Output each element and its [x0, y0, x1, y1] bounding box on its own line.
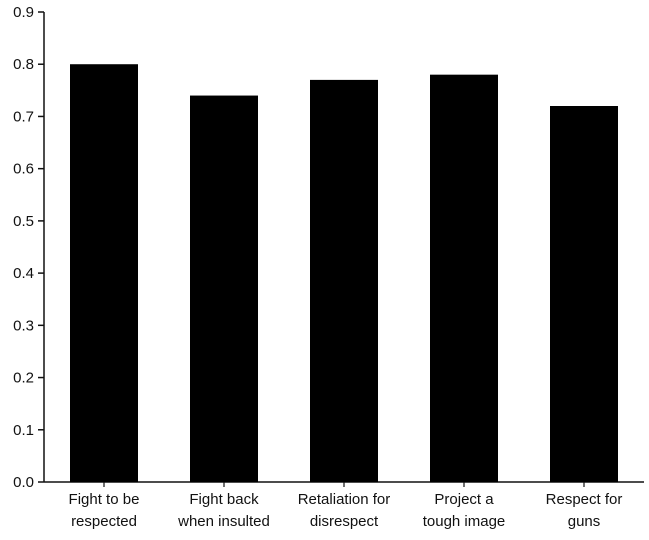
y-tick-label: 0.2 [13, 370, 34, 387]
y-tick-label: 0.5 [13, 213, 34, 230]
bar [70, 64, 138, 482]
x-tick-label: Respect for guns [546, 491, 623, 530]
x-tick-label: Fight to be respected [69, 491, 140, 530]
bar [550, 106, 618, 482]
y-tick-label: 0.7 [13, 108, 34, 125]
y-tick-label: 0.8 [13, 56, 34, 73]
x-tick-label: Fight back when insulted [177, 491, 270, 530]
y-tick-label: 0.1 [13, 422, 34, 439]
y-tick-label: 0.0 [13, 474, 34, 491]
bar [310, 79, 378, 482]
y-tick-label: 0.6 [13, 161, 34, 178]
x-tick-label: Retaliation for disrespect [298, 491, 391, 530]
bars [70, 64, 618, 483]
y-tick-label: 0.3 [13, 317, 34, 334]
y-tick-label: 0.9 [13, 4, 34, 21]
x-tick-label: Project a tough image [423, 491, 506, 530]
y-tick-label: 0.4 [13, 265, 34, 282]
y-axis: 0.0 0.1 0.2 0.3 0.4 0.5 0.6 0.7 0.8 0.9 [13, 4, 45, 491]
x-axis [44, 481, 644, 487]
bar [190, 95, 258, 483]
bar [430, 74, 498, 483]
x-tick-labels: Fight to be respected Fight back when insul… [69, 491, 623, 530]
